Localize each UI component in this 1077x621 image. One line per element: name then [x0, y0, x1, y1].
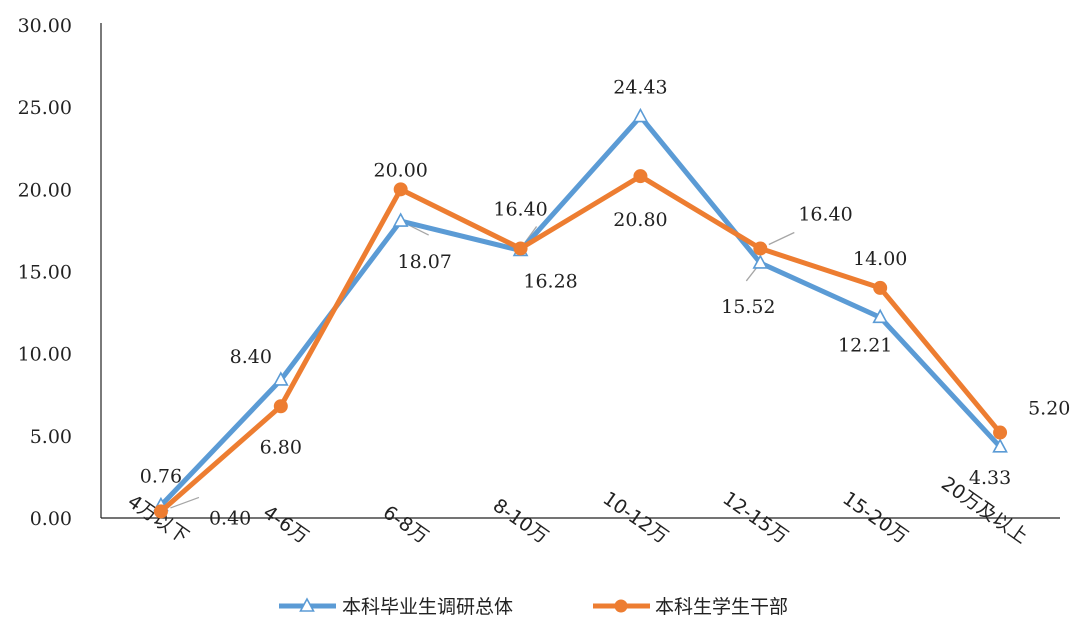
series-line — [158, 173, 1003, 514]
data-label: 12.21 — [838, 334, 892, 356]
data-point — [993, 425, 1008, 440]
data-label: 0.40 — [209, 507, 251, 529]
x-category-label: 4万以下 — [123, 490, 192, 548]
data-point — [752, 254, 769, 269]
data-point — [393, 182, 408, 197]
data-label: 16.40 — [493, 198, 547, 220]
data-label: 5.20 — [1028, 398, 1070, 420]
legend-item: 本科毕业生调研总体 — [279, 596, 513, 618]
data-point — [992, 438, 1008, 453]
data-label: 15.52 — [721, 296, 775, 318]
y-tick-label: 20.00 — [18, 179, 72, 201]
series-2 — [153, 169, 1008, 519]
y-tick-label: 25.00 — [18, 97, 72, 119]
legend-label: 本科生学生干部 — [655, 596, 788, 618]
data-point — [513, 241, 528, 256]
series-line — [158, 114, 1003, 509]
series-layer — [153, 107, 1008, 519]
y-tick-label: 30.00 — [18, 15, 72, 37]
legend-item: 本科生学生干部 — [593, 596, 788, 618]
y-tick-label: 0.00 — [30, 508, 72, 530]
data-label: 16.40 — [798, 203, 852, 225]
x-category-labels: 4万以下 4-6万 6-8万 8-10万 10-12万 12-15万 15-20万 20万及以… — [123, 473, 1031, 548]
data-label: 24.43 — [613, 77, 667, 99]
data-point — [872, 308, 889, 324]
legend-label: 本科毕业生调研总体 — [342, 596, 513, 618]
data-labels: 0.76 8.40 18.07 16.28 24.43 15.52 12.21 4.33 0.4… — [140, 77, 1071, 530]
x-category-label: 8-10万 — [489, 494, 553, 548]
data-label: 14.00 — [853, 248, 907, 270]
label-leader-line — [768, 231, 795, 246]
legend-marker — [614, 599, 628, 613]
data-label: 4.33 — [969, 467, 1011, 489]
data-point — [633, 169, 648, 184]
data-label: 20.80 — [613, 209, 667, 231]
data-label: 6.80 — [260, 436, 302, 458]
data-point — [632, 107, 649, 123]
label-leader-line — [745, 267, 758, 282]
y-tick-labels: 0.00 5.00 10.00 15.00 20.00 25.00 30.00 — [18, 15, 72, 530]
chart-legend: 本科毕业生调研总体 本科生学生干部 — [279, 596, 788, 618]
label-leader-line — [170, 496, 200, 509]
y-tick-label: 5.00 — [30, 426, 72, 448]
data-point — [153, 504, 168, 519]
y-tick-label: 10.00 — [18, 344, 72, 366]
data-label: 8.40 — [230, 346, 272, 368]
label-leader-line — [407, 223, 429, 236]
data-point — [272, 371, 289, 386]
data-point — [753, 241, 768, 256]
data-label: 20.00 — [373, 159, 427, 181]
data-point — [392, 212, 409, 227]
chart-axes — [100, 23, 1060, 519]
data-label: 18.07 — [397, 251, 451, 273]
y-tick-label: 15.00 — [18, 262, 72, 284]
data-point — [873, 280, 888, 295]
legend-marker — [299, 597, 315, 612]
data-point — [273, 399, 288, 414]
x-category-label: 6-8万 — [379, 501, 433, 548]
data-label: 0.76 — [140, 466, 182, 488]
x-category-label: 4-6万 — [259, 501, 313, 548]
data-label: 16.28 — [523, 270, 577, 292]
